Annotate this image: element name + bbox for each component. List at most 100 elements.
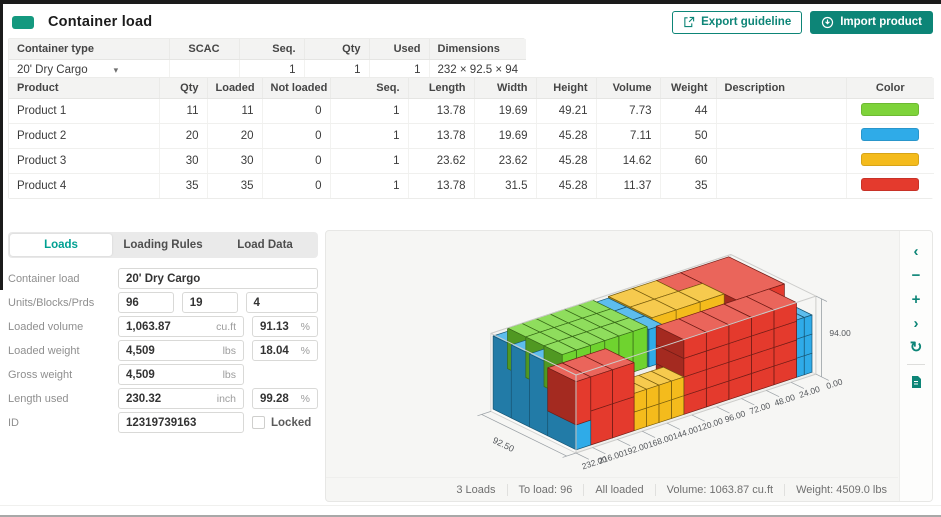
form-label: Container load bbox=[8, 272, 80, 285]
input-value: 4 bbox=[253, 296, 260, 309]
dimension-line bbox=[741, 398, 755, 406]
prds-input[interactable]: 4 bbox=[245, 292, 318, 313]
axis-tick-label: 216.00 bbox=[597, 448, 625, 466]
form-row: Gross weight 4,509 lbs bbox=[8, 364, 318, 385]
loaded-weight-input[interactable]: 4,509 lbs bbox=[118, 340, 244, 361]
loaded-cell: 20 bbox=[207, 123, 263, 149]
form-label: Length used bbox=[8, 392, 69, 405]
loaded-volume-input[interactable]: 1,063.87 cu.ft bbox=[118, 316, 244, 337]
axis-tick-label: 72.00 bbox=[748, 400, 772, 416]
locked-checkbox-wrap: Locked bbox=[252, 416, 318, 429]
cargo-box-front bbox=[796, 355, 805, 378]
color-chip[interactable] bbox=[861, 128, 920, 141]
color-chip[interactable] bbox=[861, 178, 920, 191]
dimension-line bbox=[666, 422, 681, 430]
length-used-pct-input[interactable]: 99.28% bbox=[252, 388, 318, 409]
import-product-button[interactable]: Import product bbox=[810, 10, 933, 34]
volume-cell: 7.73 bbox=[596, 98, 661, 124]
height-cell: 49.21 bbox=[536, 98, 597, 124]
dimensions-cell: 232 × 92.5 × 94 bbox=[429, 59, 526, 80]
length-used-input[interactable]: 230.32 inch bbox=[118, 388, 244, 409]
container-3d-view[interactable]: 92.50232.00216.00192.00168.00144.00120.0… bbox=[326, 231, 900, 479]
form-row: ID 12319739163 Locked bbox=[8, 412, 318, 433]
blocks-input[interactable]: 19 bbox=[181, 292, 238, 313]
container-table: Container type SCAC Seq. Qty Used Dimensions 2… bbox=[8, 38, 526, 81]
qty-cell: 11 bbox=[159, 98, 208, 124]
product-row[interactable]: Product 1 11 11 0 1 13.78 19.69 49.21 7.73 44 bbox=[9, 98, 934, 124]
qty-cell: 35 bbox=[159, 173, 208, 198]
dimension-line bbox=[477, 411, 492, 417]
color-chip[interactable] bbox=[861, 153, 920, 166]
status-item: 3 Loads bbox=[456, 483, 496, 496]
input-value: 20' Dry Cargo bbox=[126, 272, 201, 285]
column-header: Qty bbox=[304, 39, 370, 60]
input-unit: % bbox=[300, 320, 310, 333]
dimension-line bbox=[481, 414, 567, 457]
width-cell: 19.69 bbox=[474, 98, 537, 124]
report-icon[interactable] bbox=[905, 370, 927, 394]
dimension-line bbox=[766, 390, 780, 398]
color-cell bbox=[846, 98, 934, 124]
page-header: Container load Export guideline Import p… bbox=[12, 8, 933, 36]
id-input[interactable]: 12319739163 bbox=[118, 412, 244, 433]
loaded-volume-pct-input[interactable]: 91.13% bbox=[252, 316, 318, 337]
zoom-in-icon[interactable]: + bbox=[905, 287, 927, 311]
zoom-out-icon[interactable]: − bbox=[905, 263, 927, 287]
axis-tick-label: 144.00 bbox=[671, 424, 699, 442]
units-blocks-prds-inputs: 96 19 4 bbox=[118, 292, 318, 313]
tab-load-data[interactable]: Load Data bbox=[237, 239, 293, 251]
product-row[interactable]: Product 2 20 20 0 1 13.78 19.69 45.28 7.11 50 bbox=[9, 123, 934, 149]
input-value: 1,063.87 bbox=[126, 320, 171, 333]
pan-right-icon[interactable]: › bbox=[905, 311, 927, 335]
weight-cell: 50 bbox=[660, 123, 717, 149]
column-header: Description bbox=[716, 78, 847, 99]
product-row[interactable]: Product 4 35 35 0 1 13.78 31.5 45.28 11.37 35 bbox=[9, 173, 934, 198]
input-unit: cu.ft bbox=[216, 320, 236, 333]
pan-left-icon[interactable]: ‹ bbox=[905, 239, 927, 263]
cargo-box-front bbox=[658, 380, 672, 405]
color-chip[interactable] bbox=[861, 103, 920, 116]
form-label: Units/Blocks/Prds bbox=[8, 296, 95, 309]
cargo-box-front bbox=[803, 352, 813, 376]
axis-tick-label: 24.00 bbox=[798, 384, 822, 400]
tab-loads[interactable]: Loads bbox=[10, 234, 112, 256]
color-cell bbox=[846, 173, 934, 198]
cargo-box-front bbox=[803, 314, 813, 337]
cargo-box-side bbox=[655, 325, 685, 359]
chevron-down-icon[interactable]: ▾ bbox=[113, 65, 119, 75]
loaded-cell: 11 bbox=[207, 98, 263, 124]
color-cell bbox=[846, 148, 934, 174]
cargo-box-front bbox=[646, 384, 660, 409]
axis-tick-label: 192.00 bbox=[622, 440, 650, 458]
product-table: Product Qty Loaded Not loaded Seq. Length Widt… bbox=[8, 77, 934, 199]
input-value: 230.32 bbox=[126, 392, 162, 405]
load-details-panel: Loads Loading Rules Load Data Container lo… bbox=[8, 232, 318, 436]
not_loaded-cell: 0 bbox=[262, 123, 331, 149]
units-input[interactable]: 96 bbox=[118, 292, 174, 313]
scac-cell[interactable] bbox=[169, 59, 240, 80]
container-type-cell[interactable]: 20' Dry Cargo ▾ bbox=[9, 59, 170, 80]
loaded-weight-pct-input[interactable]: 18.04% bbox=[252, 340, 318, 361]
column-header: Loaded bbox=[207, 78, 263, 99]
axis-tick-label: 94.00 bbox=[829, 328, 851, 338]
tab-bar: Loads Loading Rules Load Data bbox=[8, 232, 318, 258]
color-cell bbox=[846, 123, 934, 149]
column-header: Seq. bbox=[239, 39, 305, 60]
container-row[interactable]: 20' Dry Cargo ▾ 1 1 1 232 × 92.5 × 94 bbox=[9, 59, 526, 80]
product-name-cell: Product 2 bbox=[9, 123, 160, 149]
toolbar-divider bbox=[907, 364, 925, 365]
export-guideline-button[interactable]: Export guideline bbox=[672, 10, 803, 34]
axis-tick-label: 92.50 bbox=[491, 435, 516, 454]
description-cell bbox=[716, 148, 847, 174]
locked-checkbox[interactable] bbox=[252, 416, 265, 429]
tab-loading-rules[interactable]: Loading Rules bbox=[123, 239, 203, 251]
window-left-edge bbox=[0, 0, 3, 290]
container-load-input[interactable]: 20' Dry Cargo bbox=[118, 268, 318, 289]
rotate-view-icon[interactable]: ↻ bbox=[905, 335, 927, 359]
input-value: 96 bbox=[126, 296, 139, 309]
dimension-line bbox=[592, 447, 606, 455]
gross-weight-input[interactable]: 4,509 lbs bbox=[118, 364, 244, 385]
column-header: Volume bbox=[596, 78, 661, 99]
column-header: Container type bbox=[9, 39, 170, 60]
product-row[interactable]: Product 3 30 30 0 1 23.62 23.62 45.28 14.62 60 bbox=[9, 148, 934, 174]
